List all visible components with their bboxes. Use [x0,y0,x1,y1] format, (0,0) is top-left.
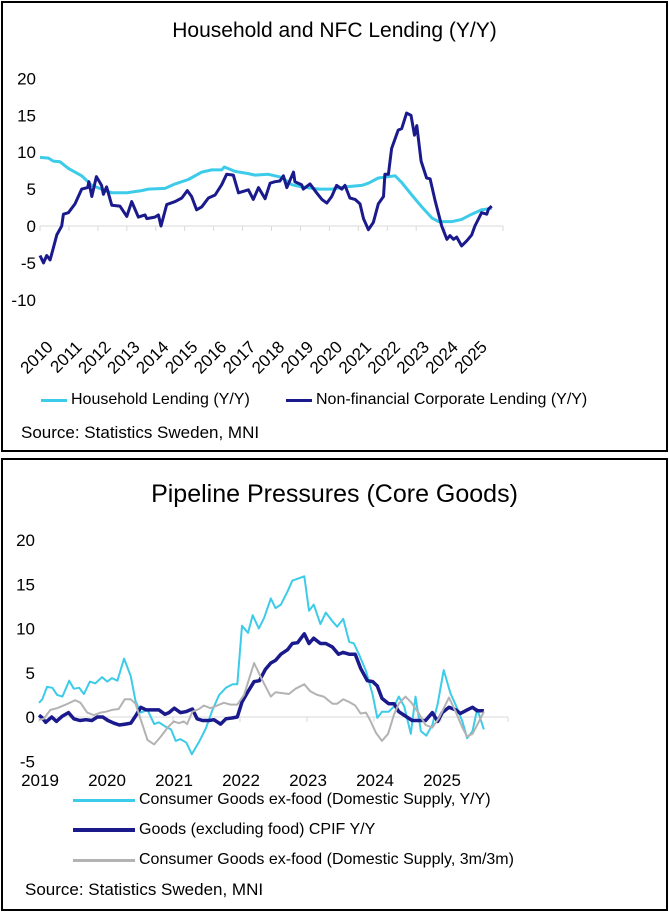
x-tick-label: 2024 [356,771,394,790]
series-line-consumer-goods-ex-food-domestic-supply-y-y [38,575,485,756]
x-tick-label: 2017 [219,337,259,377]
pipeline-pressures-chart-panel: Pipeline Pressures (Core Goods) -5 0 5 10 15… [1,458,668,911]
x-tick-label: 2014 [132,337,172,377]
x-tick-label: 2019 [277,337,317,377]
x-tick-label: 2018 [248,337,288,377]
x-tick-label: 2019 [21,771,59,790]
legend-swatch-household [41,398,67,402]
legend-item-goods-cpif: Goods (excluding food) CPIF Y/Y [73,821,375,839]
series-line-goods-excluding-food-cpif-y-y [37,632,484,727]
y-tick-label: -10 [11,291,36,310]
legend-label: Goods (excluding food) CPIF Y/Y [139,821,376,838]
x-tick-label: 2024 [422,337,462,377]
x-tick-label: 2020 [306,337,346,377]
y-tick-label: 20 [17,69,36,88]
x-tick-label: 2022 [364,337,404,377]
series-line-non-financial-corporate-lending-y-y [38,111,493,265]
y-tick-label: 15 [16,575,35,594]
y-tick-label: 15 [17,106,36,125]
x-tick-label: 2023 [289,771,327,790]
x-tick-label: 2015 [161,337,201,377]
legend-swatch-nfc [286,398,312,402]
y-tick-label: 5 [26,664,35,683]
x-tick-label: 2021 [335,337,375,377]
legend-swatch [73,858,135,862]
household-nfc-lending-chart-panel: Household and NFC Lending (Y/Y) -10 -5 0 5 1… [1,1,668,452]
x-tick-label: 2022 [222,771,260,790]
x-tick-label: 2021 [155,771,193,790]
x-tick-label: 2023 [393,337,433,377]
legend-item-nfc-lending: Non-financial Corporate Lending (Y/Y) [286,391,587,409]
y-tick-label: -5 [21,254,36,273]
y-tick-label: -5 [20,752,35,771]
x-tick-label: 2025 [451,337,491,377]
source-note: Source: Statistics Sweden, MNI [21,423,260,442]
x-tick-label: 2010 [17,337,57,377]
x-tick-label: 2016 [190,337,230,377]
chart-title: Pipeline Pressures (Core Goods) [151,480,518,508]
y-tick-label: 0 [26,708,35,727]
y-tick-label: 20 [16,531,35,550]
x-tick-label: 2025 [423,771,461,790]
legend-item-household-lending: Household Lending (Y/Y) [41,391,250,409]
x-tick-label: 2013 [103,337,143,377]
chart-title: Household and NFC Lending (Y/Y) [172,19,497,42]
y-tick-label: 10 [17,143,36,162]
legend-label: Consumer Goods ex-food (Domestic Supply,… [139,791,491,808]
pipeline-chart-plot: -5 0 5 10 15 20 2019 2020 2021 2022 2023 2024 2025 [16,531,509,790]
legend-item-consumer-goods-3m3m: Consumer Goods ex-food (Domestic Supply,… [73,851,514,869]
legend-swatch [73,798,135,802]
series-line-consumer-goods-ex-food-domestic-supply-3m-3m [38,662,485,746]
legend-item-consumer-goods-yy: Consumer Goods ex-food (Domestic Supply,… [73,791,491,809]
lending-chart-plot: -10-505101520201020112012201320142015201… [11,69,504,378]
legend-label: Non-financial Corporate Lending (Y/Y) [316,391,588,408]
y-tick-label: 10 [16,620,35,639]
y-tick-label: 0 [27,217,36,236]
source-note: Source: Statistics Sweden, MNI [25,880,264,899]
legend-label: Consumer Goods ex-food (Domestic Supply,… [139,851,514,868]
x-tick-label: 2012 [75,337,115,377]
legend-swatch [73,828,135,832]
x-tick-label: 2020 [88,771,126,790]
y-tick-label: 5 [27,180,36,199]
legend-label: Household Lending (Y/Y) [71,391,250,408]
